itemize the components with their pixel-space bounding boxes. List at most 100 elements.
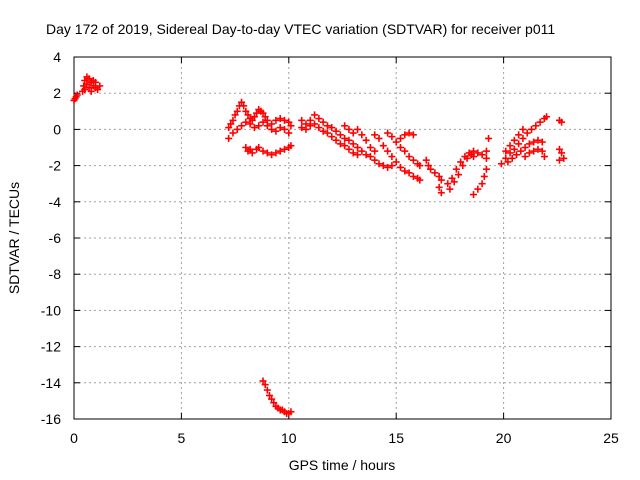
data-point [405, 169, 413, 177]
data-point [392, 138, 400, 146]
data-point [538, 147, 546, 155]
data-point [482, 147, 490, 155]
data-point [506, 149, 514, 157]
data-point [259, 109, 267, 117]
data-point [523, 129, 531, 137]
x-tick-label: 15 [388, 430, 404, 446]
y-tick-label: 2 [53, 85, 61, 101]
data-point [81, 77, 89, 85]
y-tick-label: -2 [49, 158, 62, 174]
x-axis-label: GPS time / hours [289, 457, 396, 473]
data-point [83, 80, 91, 88]
data-point [528, 125, 536, 133]
data-point [263, 122, 271, 130]
data-point [508, 154, 516, 162]
data-point [517, 147, 525, 155]
y-tick-label: -6 [49, 230, 62, 246]
data-point [81, 86, 89, 94]
data-point [259, 377, 267, 385]
data-point [416, 162, 424, 170]
y-tick-label: -16 [41, 411, 61, 427]
x-tick-label: 20 [496, 430, 512, 446]
x-tick-label: 5 [178, 430, 186, 446]
data-point [281, 125, 289, 133]
x-tick-label: 25 [603, 430, 619, 446]
data-point [85, 84, 93, 92]
data-point [246, 145, 254, 153]
data-point [530, 138, 538, 146]
data-point [560, 154, 568, 162]
data-point [336, 140, 344, 148]
data-point [366, 144, 374, 151]
data-point [510, 145, 518, 153]
data-point [482, 165, 490, 173]
data-point [248, 116, 256, 124]
data-point [328, 133, 336, 141]
axis-ticks [73, 56, 612, 420]
data-point [85, 75, 93, 83]
chart-title: Day 172 of 2019, Sidereal Day-to-day VTE… [46, 21, 555, 37]
data-point [253, 109, 261, 117]
data-point [446, 185, 454, 193]
data-point [345, 145, 353, 153]
data-point [435, 183, 443, 191]
data-point [233, 107, 241, 115]
data-point [332, 127, 340, 135]
data-point [231, 111, 239, 119]
data-point [375, 134, 383, 142]
data-point [401, 147, 409, 155]
data-point [392, 158, 400, 166]
data-point [405, 153, 413, 161]
data-point [354, 144, 362, 151]
data-point [349, 149, 357, 157]
data-point [319, 127, 327, 135]
data-point [315, 115, 323, 123]
data-point [358, 131, 366, 139]
data-point [532, 122, 540, 130]
data-point [298, 116, 306, 124]
data-point [384, 147, 392, 155]
data-point [287, 408, 295, 416]
data-point [366, 153, 374, 161]
data-point [354, 125, 362, 133]
data-point [94, 86, 102, 94]
data-point [396, 134, 404, 142]
data-point [91, 78, 99, 86]
data-point [431, 169, 439, 177]
data-point [287, 142, 295, 150]
data-point [437, 189, 445, 197]
data-point [225, 134, 233, 142]
data-point [354, 151, 362, 159]
data-point [233, 125, 241, 133]
data-point [515, 131, 523, 139]
data-point [379, 142, 387, 150]
data-point [435, 172, 443, 180]
data-point [459, 162, 467, 170]
data-point [502, 147, 510, 155]
data-point [268, 151, 276, 159]
data-point [474, 149, 482, 157]
y-tick-label: 4 [53, 49, 61, 65]
x-tick-label: 10 [281, 430, 297, 446]
data-point [401, 167, 409, 175]
data-point [502, 154, 510, 162]
data-point [87, 87, 95, 95]
data-point [287, 122, 295, 130]
data-point [427, 165, 435, 173]
data-point [349, 129, 357, 137]
data-point [362, 151, 370, 159]
data-point [540, 153, 548, 161]
data-point [362, 136, 370, 144]
data-point [227, 120, 235, 128]
data-point [450, 178, 458, 186]
y-tick-label: -4 [49, 194, 62, 210]
data-point [332, 136, 340, 144]
data-point [525, 140, 533, 148]
data-point [272, 127, 280, 135]
data-point [470, 191, 478, 199]
data-point [250, 124, 258, 132]
data-point [555, 145, 563, 153]
data-point [285, 129, 293, 137]
data-point [409, 156, 417, 164]
